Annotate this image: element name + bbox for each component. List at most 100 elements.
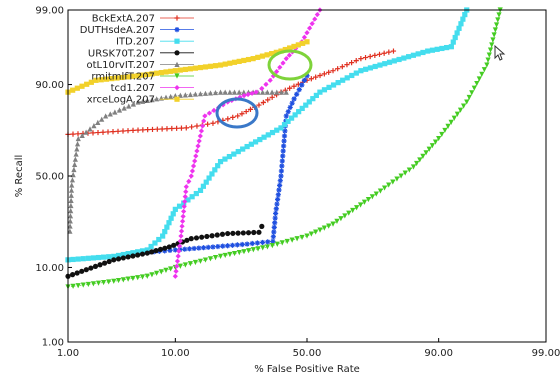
data-point bbox=[135, 275, 141, 281]
data-point bbox=[442, 127, 448, 134]
data-point bbox=[106, 254, 112, 260]
legend-swatch-marker bbox=[174, 73, 180, 79]
data-point bbox=[381, 185, 388, 191]
data-point bbox=[176, 243, 183, 249]
data-point bbox=[73, 151, 79, 157]
data-point bbox=[304, 73, 310, 79]
data-point bbox=[358, 68, 364, 74]
data-point bbox=[278, 168, 285, 174]
data-point bbox=[222, 61, 228, 67]
data-point bbox=[309, 21, 315, 27]
data-point bbox=[394, 176, 400, 182]
data-point bbox=[304, 30, 310, 36]
y-tick-label: 50.00 bbox=[35, 172, 64, 183]
data-point bbox=[181, 208, 187, 215]
data-point bbox=[426, 146, 432, 152]
data-point bbox=[74, 141, 81, 147]
data-point bbox=[272, 220, 278, 226]
data-point bbox=[204, 233, 210, 240]
data-point bbox=[260, 245, 266, 251]
data-point bbox=[121, 105, 127, 111]
data-point bbox=[269, 94, 275, 100]
data-point bbox=[158, 69, 164, 76]
data-point bbox=[193, 235, 200, 241]
data-point bbox=[308, 231, 314, 237]
legend-item: tcd1.207 bbox=[111, 83, 194, 94]
data-point bbox=[245, 91, 251, 98]
data-point bbox=[192, 259, 199, 266]
data-point bbox=[148, 243, 154, 250]
data-point bbox=[156, 236, 162, 243]
data-point bbox=[179, 223, 185, 229]
data-point bbox=[67, 213, 74, 219]
x-tick-label: 50.00 bbox=[293, 348, 322, 359]
data-point bbox=[282, 128, 288, 134]
data-point bbox=[172, 206, 178, 212]
data-point bbox=[95, 254, 102, 261]
data-point bbox=[308, 76, 314, 82]
data-point bbox=[83, 129, 89, 135]
data-point bbox=[114, 75, 120, 81]
data-point bbox=[182, 262, 188, 268]
data-point bbox=[326, 223, 332, 229]
data-point bbox=[281, 138, 287, 144]
data-point bbox=[436, 135, 442, 142]
data-point bbox=[202, 257, 209, 263]
data-point bbox=[115, 277, 122, 284]
data-point bbox=[186, 246, 193, 252]
data-point bbox=[457, 107, 464, 113]
data-point bbox=[429, 143, 435, 149]
data-point bbox=[265, 97, 271, 103]
data-point bbox=[192, 65, 199, 71]
data-point bbox=[285, 118, 291, 124]
data-point bbox=[235, 113, 241, 119]
legend-label: tcd1.207 bbox=[111, 83, 155, 94]
legend: BckExtA.207DUTHsdeA.207ITD.207URSK70T.20… bbox=[80, 14, 194, 106]
data-point bbox=[382, 61, 388, 67]
data-point bbox=[207, 256, 214, 262]
data-point bbox=[272, 215, 278, 221]
data-point bbox=[203, 179, 209, 185]
data-point bbox=[276, 187, 282, 193]
data-point bbox=[197, 64, 204, 71]
data-point bbox=[287, 45, 293, 51]
data-point bbox=[277, 182, 283, 188]
data-point bbox=[69, 182, 75, 188]
data-point bbox=[144, 273, 150, 279]
data-point bbox=[279, 163, 285, 169]
data-point bbox=[222, 89, 228, 95]
data-point bbox=[376, 51, 383, 57]
y-tick-label: 90.00 bbox=[35, 80, 64, 91]
data-point bbox=[274, 201, 280, 207]
data-point bbox=[139, 274, 146, 280]
data-point bbox=[492, 27, 498, 33]
data-point bbox=[450, 39, 456, 45]
data-point bbox=[106, 258, 112, 265]
data-point bbox=[253, 89, 259, 95]
data-point bbox=[381, 50, 387, 56]
data-point bbox=[287, 104, 293, 111]
data-point bbox=[97, 262, 103, 268]
data-point bbox=[485, 57, 491, 63]
data-point bbox=[303, 102, 309, 108]
data-point bbox=[171, 242, 177, 248]
data-point bbox=[157, 246, 164, 253]
mouse-cursor-icon bbox=[494, 44, 506, 61]
data-point bbox=[205, 244, 211, 250]
data-point bbox=[294, 236, 300, 242]
data-point bbox=[225, 116, 231, 122]
data-point bbox=[163, 94, 169, 100]
data-point bbox=[125, 128, 131, 134]
data-point bbox=[74, 146, 80, 152]
data-point bbox=[259, 85, 265, 92]
data-point bbox=[88, 79, 94, 85]
data-point bbox=[193, 190, 199, 197]
data-point bbox=[267, 77, 273, 83]
data-point bbox=[115, 256, 122, 262]
data-point bbox=[202, 64, 209, 70]
data-point bbox=[215, 163, 221, 169]
y-tick-label: 10.00 bbox=[35, 263, 64, 274]
data-point bbox=[198, 128, 205, 134]
data-point bbox=[183, 189, 189, 195]
data-point bbox=[135, 73, 141, 79]
